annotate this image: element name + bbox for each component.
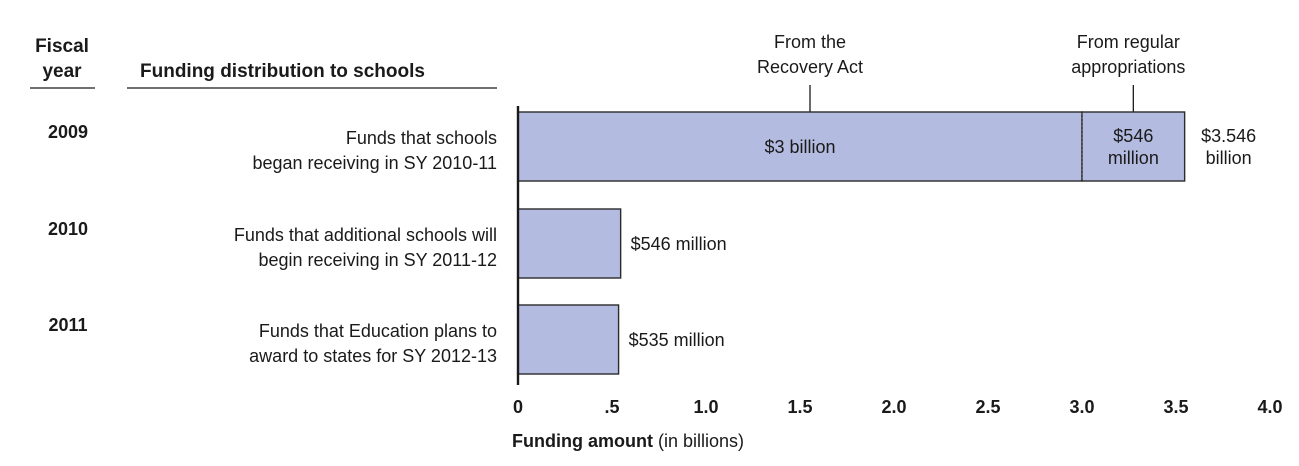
annotation-recovery-line1: From the — [774, 32, 846, 52]
row-description-2011-line2: award to states for SY 2012-13 — [249, 346, 497, 366]
segment-annotations: From the Recovery Act From regular appropri… — [757, 32, 1185, 121]
segment-label-2009-regular-line1: $546 — [1113, 126, 1153, 146]
fiscal-year-2009: 2009 — [48, 122, 88, 142]
bars — [517, 111, 1186, 375]
row-description-2009-line1: Funds that schools — [346, 128, 497, 148]
column-headers: Fiscal year Funding distribution to scho… — [30, 36, 497, 89]
total-label-2009-line1: $3.546 — [1201, 126, 1256, 146]
x-axis: 0 .5 1.0 1.5 2.0 2.5 3.0 3.5 4.0 Funding amount (… — [512, 106, 1283, 451]
segment-label-2009-regular-line2: million — [1108, 148, 1159, 168]
x-axis-title-units: (in billions) — [653, 431, 744, 451]
x-tick-label-3p5: 3.5 — [1163, 397, 1188, 417]
x-tick-label-2p5: 2.5 — [975, 397, 1000, 417]
segment-label-2009-recovery-line1: $3 billion — [764, 137, 835, 157]
x-tick-label-1p0: 1.0 — [693, 397, 718, 417]
fiscal-year-header-line1: Fiscal — [35, 36, 89, 57]
x-tick-label-0: 0 — [513, 397, 523, 417]
row-description-2009-line2: began receiving in SY 2010-11 — [252, 153, 497, 173]
x-tick-label-3p0: 3.0 — [1069, 397, 1094, 417]
fiscal-year-2010: 2010 — [48, 219, 88, 239]
row-labels: 2009 Funds that schools began receiving in… — [48, 122, 497, 366]
annotation-recovery-line2: Recovery Act — [757, 57, 863, 77]
row-description-2011-line1: Funds that Education plans to — [259, 321, 497, 341]
x-tick-label-4p0: 4.0 — [1257, 397, 1282, 417]
x-axis-title-bold: Funding amount — [512, 431, 653, 451]
x-tick-label-1p5: 1.5 — [787, 397, 812, 417]
x-axis-title: Funding amount (in billions) — [512, 431, 744, 451]
row-description-2010-line2: begin receiving in SY 2011-12 — [259, 250, 498, 270]
x-tick-label-p5: .5 — [604, 397, 619, 417]
bar-2011-regular — [517, 304, 620, 375]
distribution-header: Funding distribution to schools — [140, 61, 425, 82]
annotation-regular-line2: appropriations — [1071, 57, 1185, 77]
annotation-regular-line1: From regular — [1077, 32, 1180, 52]
row-description-2010-line1: Funds that additional schools will — [234, 225, 497, 245]
total-label-2011-line1: $535 million — [629, 330, 725, 350]
bar-2010-regular — [517, 208, 622, 279]
fiscal-year-header-line2: year — [42, 61, 82, 82]
bar-2009-recovery — [517, 111, 1083, 182]
fiscal-year-2011: 2011 — [48, 315, 87, 335]
total-label-2009-line2: billion — [1206, 148, 1252, 168]
x-tick-label-2p0: 2.0 — [881, 397, 906, 417]
bar-2009-regular — [1081, 111, 1186, 182]
total-label-2010-line1: $546 million — [631, 234, 727, 254]
